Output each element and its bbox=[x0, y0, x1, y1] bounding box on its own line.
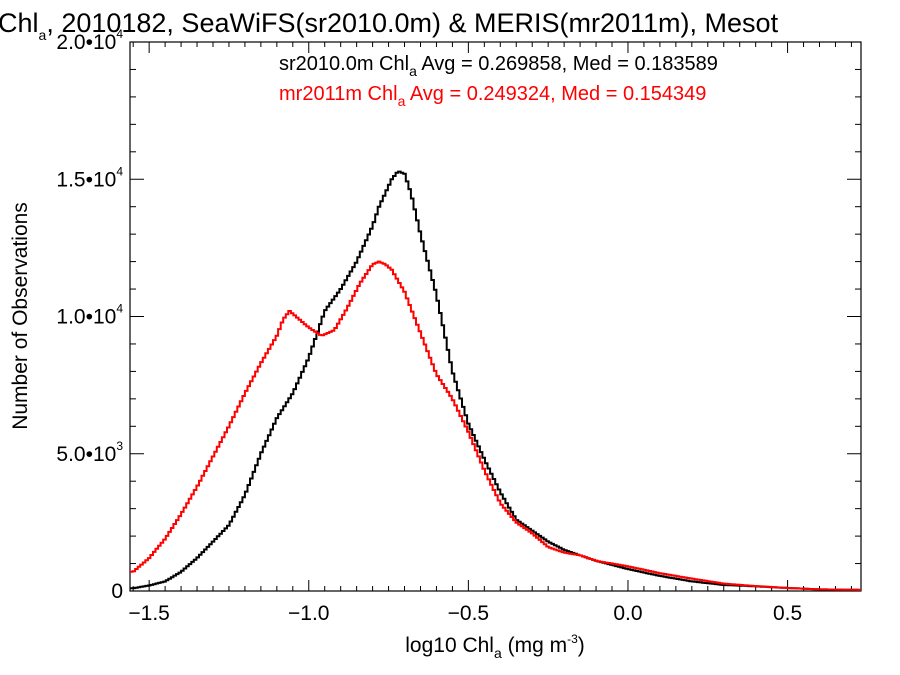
series-group bbox=[130, 170, 861, 591]
title-subscript: a bbox=[39, 27, 47, 43]
x-axis-label: log10 Chla (mg m-3) bbox=[405, 632, 585, 661]
x-tick-label: −0.5 bbox=[448, 602, 489, 625]
xlabel-sup: -3 bbox=[567, 632, 578, 646]
series-line-seawifs bbox=[130, 170, 861, 591]
y-tick-mantissa: 1.5•10 bbox=[56, 168, 116, 191]
y-tick-label: 1.0•104 bbox=[56, 302, 123, 329]
y-tick-exponent: 4 bbox=[116, 302, 123, 316]
y-tick-mantissa: 5.0•10 bbox=[56, 443, 116, 466]
x-tick-label: 0.0 bbox=[613, 602, 642, 625]
y-tick-label: 0 bbox=[111, 580, 123, 603]
legend-entry-seawifs: sr2010.0m Chla Avg = 0.269858, Med = 0.1… bbox=[279, 53, 718, 79]
title-part2: , 2010182, SeaWiFS(sr2010.0m) & MERIS(mr… bbox=[46, 8, 778, 38]
legend-entry-meris: mr2011m Chla Avg = 0.249324, Med = 0.154… bbox=[279, 83, 706, 109]
xlabel-post: ) bbox=[578, 634, 585, 657]
x-tick-label: 0.5 bbox=[773, 602, 802, 625]
x-tick-label: −1.0 bbox=[288, 602, 329, 625]
y-axis-label: Number of Observations bbox=[9, 202, 32, 430]
y-tick-mantissa: 1.0•10 bbox=[56, 306, 116, 329]
y-tick-label: 2.0•104 bbox=[56, 27, 123, 54]
legend-meris-post: Avg = 0.249324, Med = 0.154349 bbox=[405, 83, 706, 105]
series-line-meris bbox=[130, 260, 861, 591]
legend-meris-pre: mr2011m Chl bbox=[279, 83, 398, 105]
y-tick-mantissa: 0 bbox=[111, 580, 123, 603]
xlabel-pre: log10 Chl bbox=[405, 634, 494, 657]
x-tick-label: −1.5 bbox=[128, 602, 169, 625]
legend-meris-sub: a bbox=[398, 93, 406, 109]
chart-title: Chla, 2010182, SeaWiFS(sr2010.0m) & MERI… bbox=[0, 8, 779, 43]
y-tick-exponent: 4 bbox=[116, 164, 123, 178]
plot-frame bbox=[129, 41, 862, 592]
y-tick-exponent: 4 bbox=[116, 27, 123, 41]
legend-seawifs-post: Avg = 0.269858, Med = 0.183589 bbox=[417, 53, 718, 75]
legend-seawifs-sub: a bbox=[409, 63, 417, 79]
y-tick-label: 1.5•104 bbox=[56, 164, 123, 191]
title-part1: Chl bbox=[0, 8, 39, 38]
x-axis-ticks: −1.5 −1.0 −0.5 0.0 0.5 bbox=[128, 42, 852, 625]
y-tick-mantissa: 2.0•10 bbox=[56, 31, 116, 54]
y-tick-label: 5.0•103 bbox=[56, 439, 123, 466]
y-tick-exponent: 3 bbox=[116, 439, 123, 453]
xlabel-sub: a bbox=[494, 645, 502, 661]
xlabel-mid: (mg m bbox=[502, 634, 567, 657]
legend-seawifs-pre: sr2010.0m Chl bbox=[279, 53, 409, 75]
